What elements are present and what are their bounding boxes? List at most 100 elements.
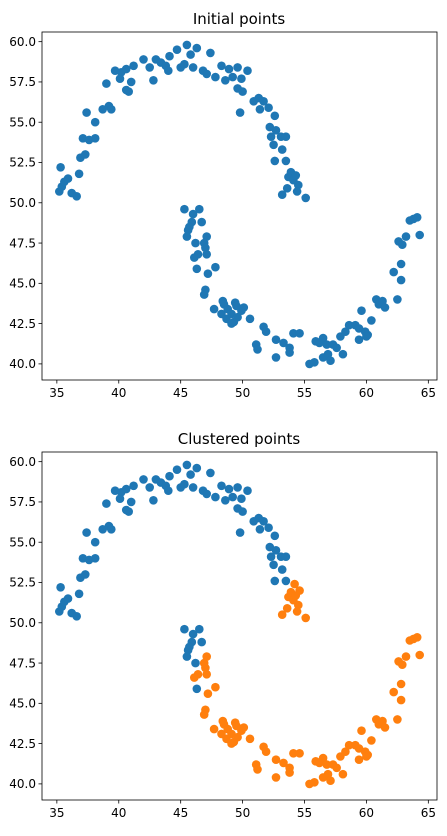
data-point (396, 679, 406, 689)
data-point (290, 579, 299, 589)
series-0 (55, 40, 425, 369)
data-point (239, 303, 249, 312)
data-point (301, 613, 311, 623)
data-point (186, 470, 195, 479)
data-point (380, 303, 390, 312)
data-point (197, 217, 206, 227)
data-point (261, 327, 271, 337)
data-point (357, 726, 366, 735)
data-point (318, 753, 328, 763)
data-point (279, 338, 288, 348)
data-point (393, 715, 402, 724)
data-point (271, 755, 281, 764)
y-tick-label: 42.5 (9, 317, 36, 331)
axes-frame (41, 451, 438, 801)
data-point (243, 486, 252, 496)
data-point (401, 652, 411, 661)
data-point (270, 156, 280, 166)
data-point (271, 335, 281, 345)
data-point (72, 612, 81, 621)
data-point (145, 63, 154, 72)
data-point (389, 687, 399, 697)
chart-title: Clustered points (178, 430, 301, 448)
data-point (182, 232, 192, 241)
data-point (211, 72, 220, 82)
data-point (164, 66, 173, 75)
data-point (285, 768, 294, 777)
data-point (232, 301, 241, 311)
data-point (253, 765, 262, 774)
data-point (354, 335, 364, 345)
data-point (281, 156, 291, 166)
data-point (172, 465, 182, 475)
data-point (201, 663, 210, 673)
data-point (322, 340, 332, 349)
data-point (129, 481, 138, 491)
data-point (245, 734, 255, 744)
data-point (192, 264, 202, 274)
data-point (90, 117, 100, 127)
data-point (185, 222, 194, 232)
data-point (237, 494, 246, 504)
data-point (63, 174, 73, 183)
data-point (129, 61, 138, 71)
data-point (338, 349, 348, 359)
data-point (412, 213, 422, 222)
data-point (269, 140, 278, 150)
data-point (310, 778, 319, 787)
data-point (228, 72, 237, 82)
data-point (291, 171, 301, 180)
data-point (255, 105, 265, 114)
data-point (235, 528, 245, 537)
data-point (90, 537, 100, 547)
data-point (191, 238, 200, 248)
data-point (393, 295, 402, 304)
data-point (326, 776, 335, 785)
data-point (192, 43, 202, 53)
data-point (188, 483, 198, 492)
data-point (107, 525, 116, 534)
data-point (322, 760, 332, 769)
data-point (56, 163, 65, 172)
data-point (398, 660, 407, 669)
data-point (202, 652, 211, 661)
y-tick-label: 52.5 (9, 156, 36, 170)
data-point (295, 329, 304, 338)
data-point (90, 554, 100, 563)
data-point (188, 63, 198, 72)
x-tick-label: 35 (49, 386, 64, 400)
data-point (149, 496, 158, 505)
data-point (217, 61, 226, 71)
data-point (182, 652, 192, 661)
data-point (259, 517, 268, 526)
data-point (188, 629, 198, 639)
data-point (270, 111, 280, 121)
data-point (338, 769, 348, 779)
data-point (180, 59, 189, 69)
y-tick-label: 60.0 (9, 455, 36, 469)
data-point (281, 552, 291, 561)
data-point (294, 600, 303, 610)
data-point (126, 77, 136, 87)
data-point (221, 76, 230, 85)
data-point (380, 723, 390, 732)
data-point (82, 528, 91, 537)
data-point (149, 76, 158, 85)
y-tick-label: 55.0 (9, 115, 36, 129)
data-point (206, 48, 215, 58)
data-point (396, 695, 406, 705)
data-point (389, 267, 399, 277)
data-point (245, 314, 255, 324)
data-point (81, 150, 90, 159)
plot-area (55, 40, 425, 369)
data-point (192, 684, 202, 694)
data-point (270, 531, 280, 541)
data-point (396, 275, 406, 285)
data-point (271, 353, 281, 362)
data-point (301, 193, 311, 203)
data-point (259, 97, 268, 106)
x-tick-label: 55 (297, 386, 312, 400)
y-tick-label: 45.0 (9, 697, 36, 711)
data-point (115, 494, 125, 504)
